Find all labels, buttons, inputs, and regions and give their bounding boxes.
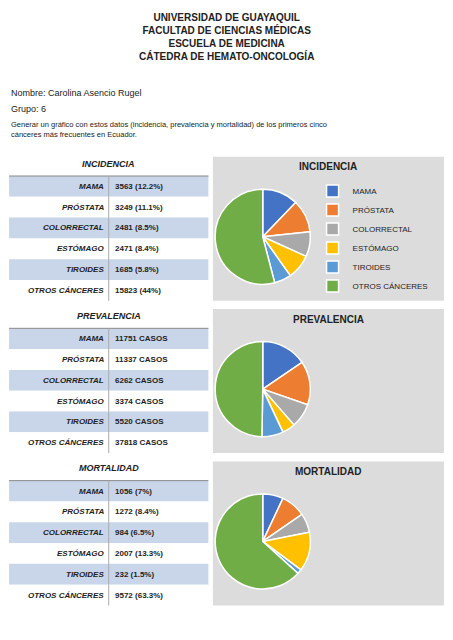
- svg-text:MORTALIDAD: MORTALIDAD: [79, 463, 139, 473]
- svg-text:5520 CASOS: 5520 CASOS: [115, 417, 164, 426]
- svg-text:MAMA: MAMA: [79, 334, 104, 343]
- svg-text:INCIDENCIA: INCIDENCIA: [299, 161, 357, 172]
- svg-text:INCIDENCIA: INCIDENCIA: [82, 159, 135, 169]
- svg-text:TIROIDES: TIROIDES: [353, 263, 391, 272]
- svg-text:COLORRECTAL: COLORRECTAL: [43, 376, 104, 385]
- svg-text:OTROS CÁNCERES: OTROS CÁNCERES: [353, 282, 428, 291]
- svg-text:TIROIDES: TIROIDES: [66, 417, 104, 426]
- svg-text:ESTÓMAGO: ESTÓMAGO: [57, 244, 104, 253]
- svg-text:232 (1.5%): 232 (1.5%): [115, 570, 154, 579]
- svg-text:ESTÓMAGO: ESTÓMAGO: [57, 549, 104, 558]
- svg-text:MAMA: MAMA: [79, 182, 104, 191]
- svg-text:11751 CASOS: 11751 CASOS: [115, 334, 168, 343]
- svg-text:TIROIDES: TIROIDES: [66, 570, 104, 579]
- svg-text:MORTALIDAD: MORTALIDAD: [295, 466, 361, 477]
- svg-text:2471 (8.4%): 2471 (8.4%): [115, 244, 159, 253]
- svg-text:9572 (63.3%): 9572 (63.3%): [115, 591, 163, 600]
- svg-text:PRÓSTATA: PRÓSTATA: [353, 206, 395, 215]
- svg-text:TIROIDES: TIROIDES: [66, 265, 104, 274]
- svg-text:2481 (8.5%): 2481 (8.5%): [115, 223, 159, 232]
- svg-text:1056 (7%): 1056 (7%): [115, 487, 152, 496]
- svg-text:6262 CASOS: 6262 CASOS: [115, 376, 164, 385]
- svg-text:Nombre: Carolina Asencio Rugel: Nombre: Carolina Asencio Rugel: [11, 88, 142, 98]
- svg-text:MAMA: MAMA: [353, 187, 378, 196]
- svg-text:1272 (8.4%): 1272 (8.4%): [115, 507, 159, 516]
- svg-text:3249 (11.1%): 3249 (11.1%): [115, 203, 163, 212]
- svg-text:COLORRECTAL: COLORRECTAL: [43, 528, 104, 537]
- svg-text:UNIVERSIDAD DE GUAYAQUILFACULT: UNIVERSIDAD DE GUAYAQUILFACULTAD DE CIEN…: [139, 12, 314, 62]
- svg-text:PRÓSTATA: PRÓSTATA: [62, 355, 104, 364]
- svg-text:MAMA: MAMA: [79, 487, 104, 496]
- svg-text:37818 CASOS: 37818 CASOS: [115, 438, 169, 447]
- svg-text:COLORRECTAL: COLORRECTAL: [43, 223, 104, 232]
- svg-text:PRÓSTATA: PRÓSTATA: [62, 507, 104, 516]
- svg-text:15823 (44%): 15823 (44%): [115, 286, 161, 295]
- svg-text:11337 CASOS: 11337 CASOS: [115, 355, 168, 364]
- svg-text:COLORRECTAL: COLORRECTAL: [353, 225, 413, 234]
- svg-text:3563 (12.2%): 3563 (12.2%): [115, 182, 163, 191]
- svg-text:ESTÓMAGO: ESTÓMAGO: [57, 397, 104, 406]
- svg-text:OTROS CÁNCERES: OTROS CÁNCERES: [28, 438, 104, 447]
- svg-text:OTROS CÁNCERES: OTROS CÁNCERES: [28, 591, 104, 600]
- svg-text:984 (6.5%): 984 (6.5%): [115, 528, 154, 537]
- svg-text:OTROS CÁNCERES: OTROS CÁNCERES: [28, 286, 104, 295]
- svg-text:PRÓSTATA: PRÓSTATA: [62, 203, 104, 212]
- svg-text:PREVALENCIA: PREVALENCIA: [77, 311, 141, 321]
- svg-text:2007 (13.3%): 2007 (13.3%): [115, 549, 163, 558]
- svg-text:ESTÓMAGO: ESTÓMAGO: [353, 244, 399, 253]
- svg-text:Generar un gráfico con estos d: Generar un gráfico con estos datos (inci…: [11, 120, 327, 139]
- svg-text:Grupo: 6: Grupo: 6: [11, 104, 46, 114]
- svg-text:PREVALENCIA: PREVALENCIA: [293, 314, 364, 325]
- svg-text:3374 CASOS: 3374 CASOS: [115, 397, 164, 406]
- svg-text:1685 (5.8%): 1685 (5.8%): [115, 265, 159, 274]
